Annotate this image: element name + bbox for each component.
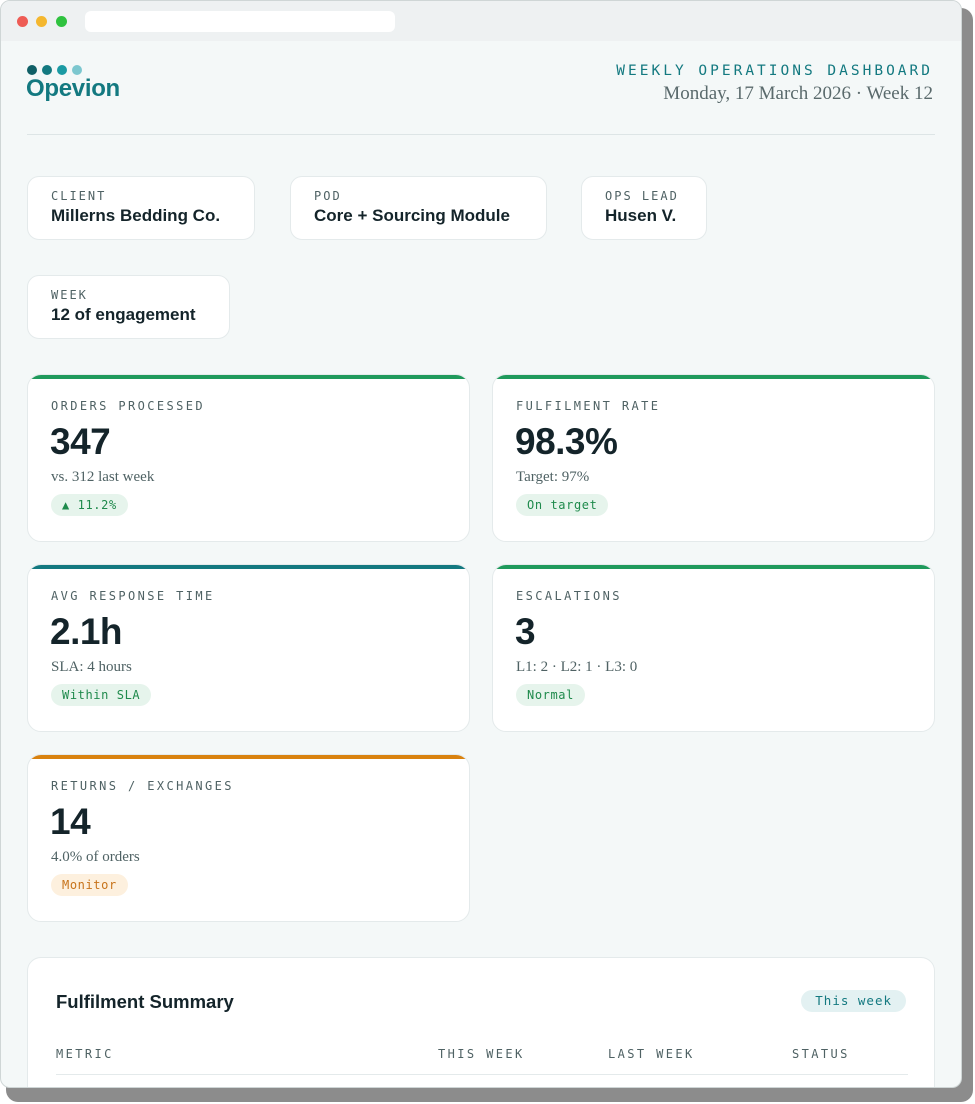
returns-exchanges-card: RETURNS / EXCHANGES 14 4.0% of orders Mo…	[27, 754, 470, 922]
period-filter-pill[interactable]: This week	[801, 990, 906, 1012]
chip-value: Millerns Bedding Co.	[51, 206, 221, 225]
card-subtext: L1: 2 · L2: 1 · L3: 0	[516, 659, 638, 675]
card-value: 14	[50, 801, 91, 842]
dashboard-page: Opevion WEEKLY OPERATIONS DASHBOARD Mond…	[1, 41, 961, 1087]
card-value: 2.1h	[50, 611, 123, 652]
status-badge: Normal	[516, 684, 585, 706]
card-value: 98.3%	[515, 421, 618, 462]
chip-label: CLIENT	[51, 189, 107, 203]
trend-badge: ▲ 11.2%	[51, 494, 128, 516]
card-accent-bar	[28, 375, 469, 379]
chip-label: OPS LEAD	[605, 189, 679, 203]
pod-chip: POD Core + Sourcing Module	[290, 176, 547, 240]
column-header-last-week[interactable]: LAST WEEK	[608, 1047, 695, 1061]
header-divider	[27, 134, 935, 135]
address-bar[interactable]	[85, 11, 395, 32]
fulfilment-summary-panel: Fulfilment Summary This week METRIC THIS…	[27, 957, 935, 1087]
card-value: 3	[515, 611, 536, 652]
column-header-this-week[interactable]: THIS WEEK	[438, 1047, 525, 1061]
title-bar	[1, 1, 961, 41]
fulfilment-rate-card: FULFILMENT RATE 98.3% Target: 97% On tar…	[492, 374, 935, 542]
column-header-status[interactable]: STATUS	[792, 1047, 850, 1061]
chip-label: POD	[314, 189, 342, 203]
card-label: AVG RESPONSE TIME	[51, 589, 215, 603]
column-header-metric[interactable]: METRIC	[56, 1047, 114, 1061]
card-value: 347	[50, 421, 111, 462]
card-subtext: SLA: 4 hours	[51, 659, 132, 675]
chip-value: 12 of engagement	[51, 305, 196, 324]
report-date: Monday, 17 March 2026 · Week 12	[663, 83, 933, 104]
chip-value: Core + Sourcing Module	[314, 206, 510, 225]
ops-lead-chip: OPS LEAD Husen V.	[581, 176, 707, 240]
card-accent-bar	[28, 755, 469, 759]
orders-processed-card: ORDERS PROCESSED 347 vs. 312 last week ▲…	[27, 374, 470, 542]
status-badge: On target	[516, 494, 609, 516]
avg-response-time-card: AVG RESPONSE TIME 2.1h SLA: 4 hours With…	[27, 564, 470, 732]
brand-logo: Opevion	[26, 75, 120, 102]
card-label: FULFILMENT RATE	[516, 399, 661, 413]
card-label: ESCALATIONS	[516, 589, 622, 603]
card-subtext: 4.0% of orders	[51, 849, 140, 865]
chip-value: Husen V.	[605, 206, 677, 225]
card-accent-bar	[493, 565, 934, 569]
close-window-button[interactable]	[17, 16, 28, 27]
browser-window: Opevion WEEKLY OPERATIONS DASHBOARD Mond…	[0, 0, 962, 1088]
week-chip: WEEK 12 of engagement	[27, 275, 230, 339]
card-subtext: vs. 312 last week	[51, 469, 155, 485]
maximize-window-button[interactable]	[56, 16, 67, 27]
minimize-window-button[interactable]	[36, 16, 47, 27]
card-accent-bar	[493, 375, 934, 379]
card-label: ORDERS PROCESSED	[51, 399, 205, 413]
panel-title: Fulfilment Summary	[56, 991, 234, 1012]
dashboard-title: WEEKLY OPERATIONS DASHBOARD	[616, 63, 933, 79]
escalations-card: ESCALATIONS 3 L1: 2 · L2: 1 · L3: 0 Norm…	[492, 564, 935, 732]
card-accent-bar	[28, 565, 469, 569]
client-chip: CLIENT Millerns Bedding Co.	[27, 176, 255, 240]
status-badge: Within SLA	[51, 684, 152, 706]
status-badge: Monitor	[51, 874, 128, 896]
chip-label: WEEK	[51, 288, 88, 302]
table-header-divider	[56, 1074, 908, 1075]
card-subtext: Target: 97%	[516, 469, 590, 485]
card-label: RETURNS / EXCHANGES	[51, 779, 234, 793]
